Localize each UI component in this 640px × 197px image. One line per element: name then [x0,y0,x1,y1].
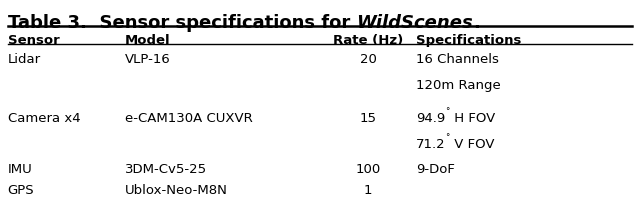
Text: 3DM-Cv5-25: 3DM-Cv5-25 [125,163,207,176]
Text: WildScenes: WildScenes [356,14,473,32]
Text: IMU: IMU [8,163,33,176]
Text: Sensor specifications for: Sensor specifications for [86,14,356,32]
Text: 94.9: 94.9 [416,112,445,125]
Text: Specifications: Specifications [416,34,522,47]
Text: 1: 1 [364,184,372,197]
Text: 71.2: 71.2 [416,138,445,151]
Text: H FOV: H FOV [450,112,495,125]
Text: 15: 15 [360,112,376,125]
Text: 9-DoF: 9-DoF [416,163,455,176]
Text: 120m Range: 120m Range [416,79,500,92]
Text: Rate (Hz): Rate (Hz) [333,34,403,47]
Text: VLP-16: VLP-16 [125,53,170,66]
Text: Table 3.: Table 3. [8,14,86,32]
Text: Camera x4: Camera x4 [8,112,80,125]
Text: 20: 20 [360,53,376,66]
Text: Lidar: Lidar [8,53,41,66]
Text: Sensor: Sensor [8,34,60,47]
Text: GPS: GPS [8,184,35,197]
Text: Ublox-Neo-M8N: Ublox-Neo-M8N [125,184,228,197]
Text: 100: 100 [355,163,381,176]
Text: e-CAM130A CUXVR: e-CAM130A CUXVR [125,112,253,125]
Text: °: ° [445,107,450,116]
Text: Model: Model [125,34,170,47]
Text: .: . [473,14,480,32]
Text: 16 Channels: 16 Channels [416,53,499,66]
Text: °: ° [445,133,450,142]
Text: V FOV: V FOV [450,138,495,151]
